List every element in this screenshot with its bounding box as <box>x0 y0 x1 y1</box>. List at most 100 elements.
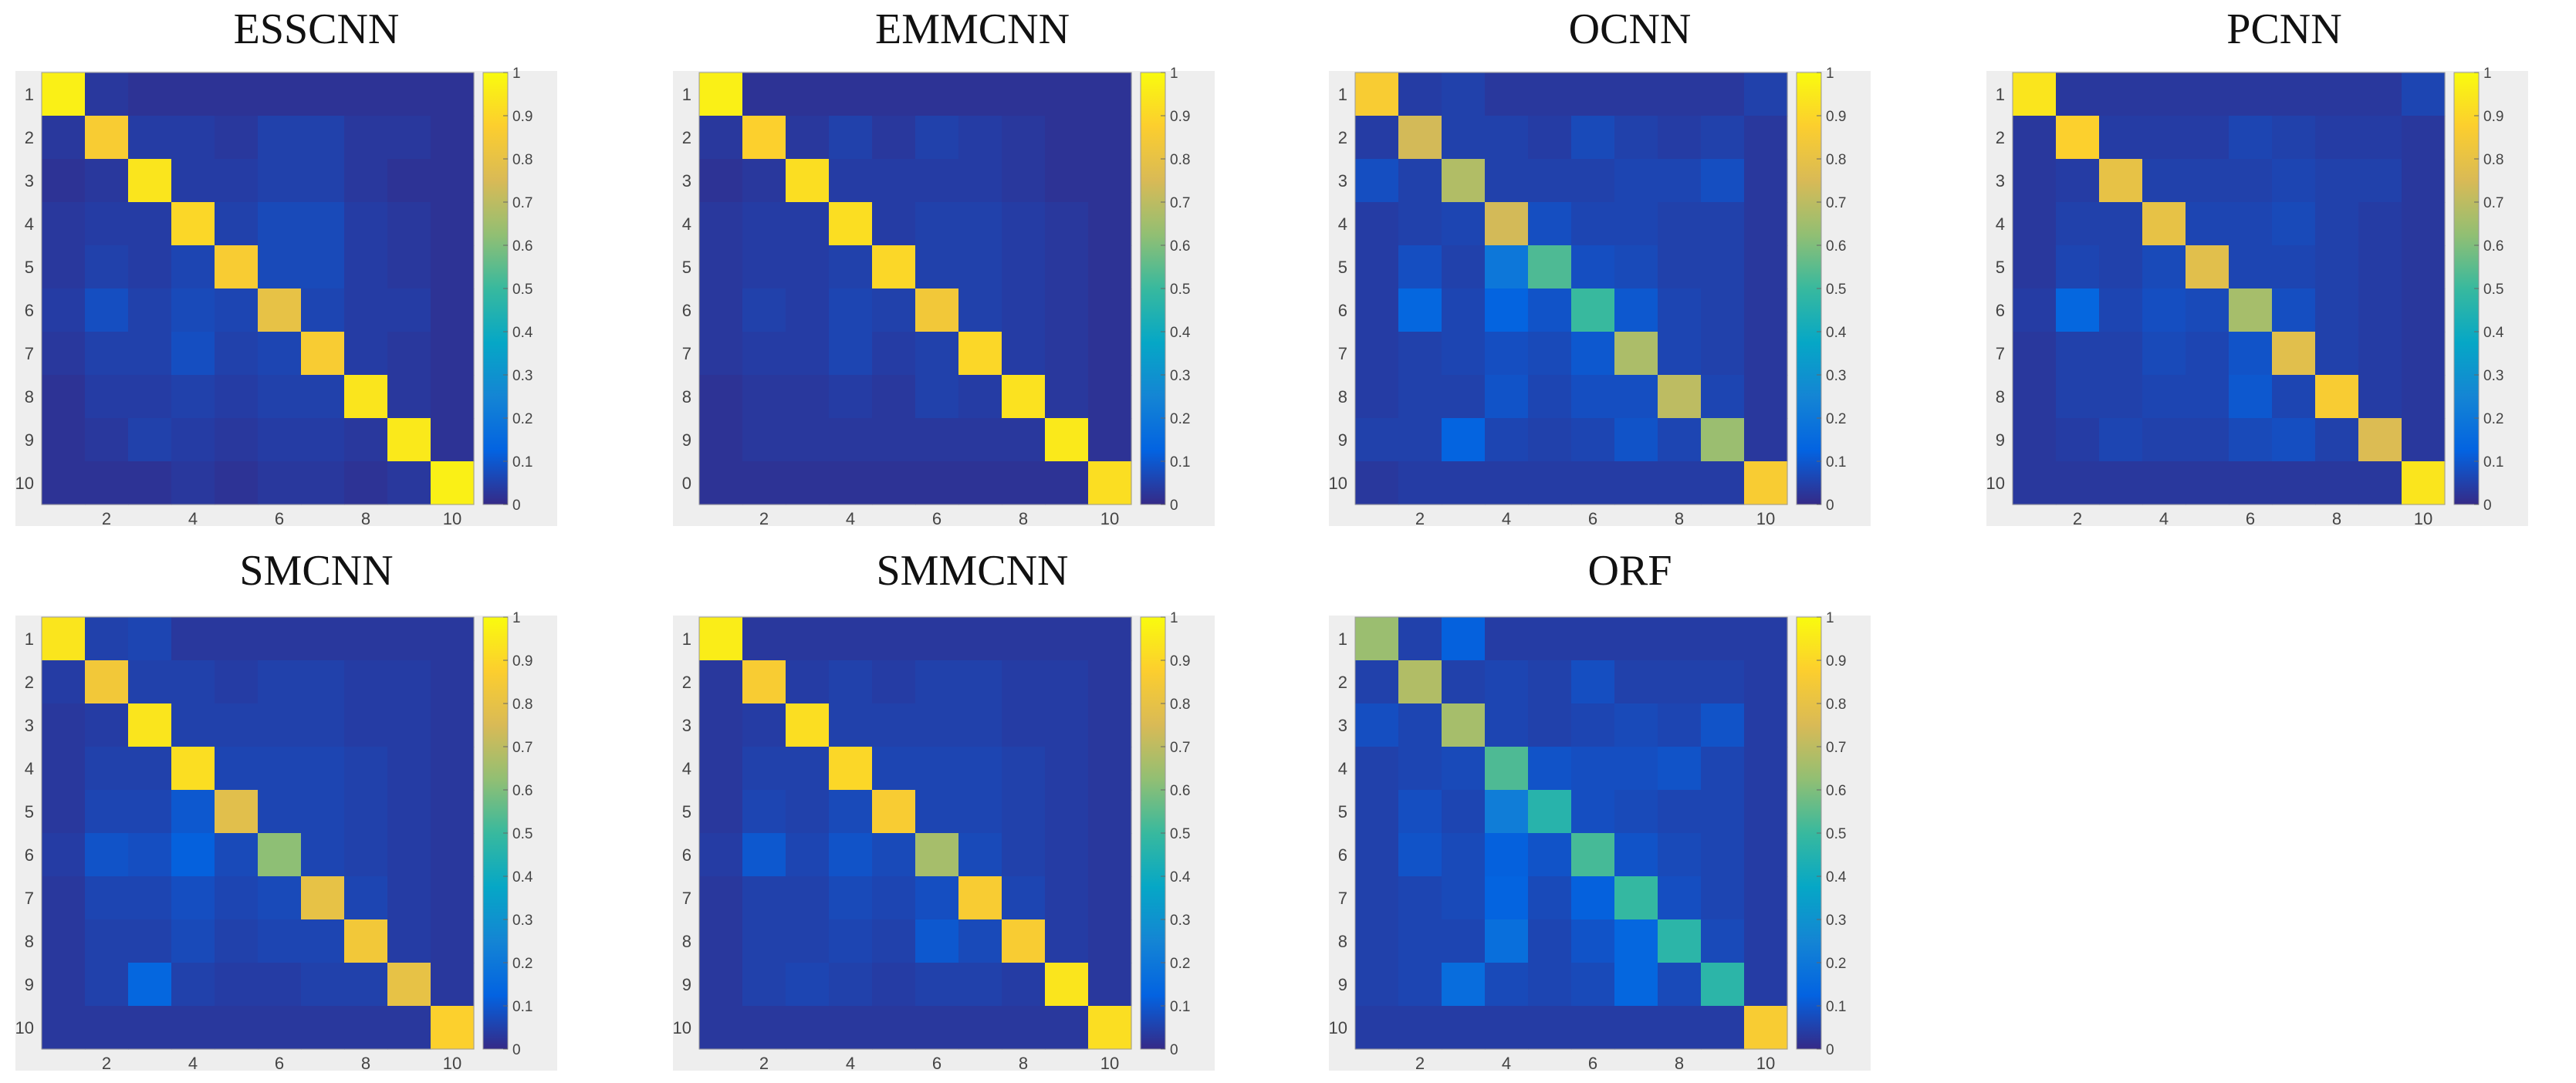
heatmap-cell <box>2099 418 2143 462</box>
y-tick-label: 10 <box>1329 1018 1347 1037</box>
heatmap-cell <box>387 73 431 116</box>
heatmap-cell <box>958 288 1002 332</box>
heatmap-cell <box>2358 202 2402 246</box>
heatmap-cell <box>42 245 86 289</box>
heatmap-cell <box>699 116 743 160</box>
heatmap-cell <box>85 245 129 289</box>
heatmap-cell <box>171 790 215 834</box>
heatmap-cell <box>1485 159 1529 203</box>
heatmap-cell <box>1614 747 1658 791</box>
heatmap-cell <box>872 202 916 246</box>
heatmap-cell <box>301 202 345 246</box>
heatmap-cell <box>1701 660 1745 704</box>
heatmap-cell <box>215 116 259 160</box>
heatmap-cell <box>699 617 743 661</box>
heatmap-cell <box>1744 833 1788 877</box>
x-tick-label: 8 <box>1019 509 1028 528</box>
x-tick-label: 4 <box>1502 1054 1511 1073</box>
heatmap-cell <box>258 332 302 376</box>
x-tick-label: 6 <box>932 1054 941 1073</box>
heatmap-cell <box>344 963 388 1007</box>
x-tick-label: 6 <box>932 509 941 528</box>
heatmap-cell <box>2056 375 2100 419</box>
heatmap-cell <box>1701 1006 1745 1050</box>
heatmap-cell <box>2142 245 2186 289</box>
heatmap-cell <box>2402 418 2446 462</box>
heatmap-cell <box>1528 703 1572 747</box>
heatmap-cell <box>258 116 302 160</box>
heatmap-cell <box>42 461 86 505</box>
heatmap-cell <box>1002 919 1046 963</box>
heatmap-cell <box>2229 116 2273 160</box>
colorbar-tick-label: 0.7 <box>1170 740 1190 756</box>
heatmap-cell <box>829 790 873 834</box>
heatmap-cell <box>1442 159 1486 203</box>
heatmap-cell <box>1398 159 1442 203</box>
y-tick-label: 4 <box>682 759 691 778</box>
heatmap-cell <box>1701 747 1745 791</box>
heatmap-cell <box>872 876 916 920</box>
x-tick-label: 6 <box>2246 509 2255 528</box>
y-tick-label: 1 <box>25 85 34 104</box>
heatmap-cell <box>2358 245 2402 289</box>
heatmap-cell <box>1045 159 1089 203</box>
heatmap-cell <box>742 703 786 747</box>
heatmap-cell <box>1744 73 1788 116</box>
heatmap-cell <box>2402 375 2446 419</box>
heatmap-cell <box>85 963 129 1007</box>
heatmap-cell <box>2315 73 2359 116</box>
heatmap-cell <box>1701 617 1745 661</box>
heatmap-cell <box>1398 660 1442 704</box>
heatmap-cell <box>301 332 345 376</box>
heatmap-cell <box>344 660 388 704</box>
heatmap-cell <box>699 660 743 704</box>
heatmap-cell <box>1701 332 1745 376</box>
heatmap-cell <box>1658 876 1702 920</box>
heatmap-cell <box>2315 418 2359 462</box>
heatmap-cell <box>915 73 959 116</box>
heatmap-cell <box>258 876 302 920</box>
colorbar-tick-label: 0.8 <box>2483 152 2503 168</box>
heatmap-cell <box>1442 375 1486 419</box>
heatmap-cell <box>258 202 302 246</box>
y-tick-label: 2 <box>682 673 691 692</box>
y-tick-label: 2 <box>682 128 691 147</box>
heatmap-cell <box>699 73 743 116</box>
heatmap-cell <box>2272 332 2316 376</box>
heatmap-cell <box>344 116 388 160</box>
heatmap-cell <box>1045 617 1089 661</box>
heatmap-cell <box>2013 418 2057 462</box>
y-tick-label: 7 <box>1996 344 2005 363</box>
heatmap-cell <box>742 245 786 289</box>
heatmap-cell <box>301 660 345 704</box>
heatmap-cell <box>215 617 259 661</box>
heatmap-cell <box>171 461 215 505</box>
heatmap-cell <box>915 919 959 963</box>
heatmap-cell <box>742 790 786 834</box>
heatmap-cell <box>1088 418 1132 462</box>
heatmap-cell <box>1398 461 1442 505</box>
heatmap-cell <box>2056 202 2100 246</box>
heatmap-cell <box>1658 1006 1702 1050</box>
heatmap-cell <box>431 660 475 704</box>
heatmap-cell <box>1658 617 1702 661</box>
heatmap-cell <box>171 202 215 246</box>
colorbar-tick-label: 0.6 <box>2483 238 2503 255</box>
heatmap-frame <box>698 616 1132 1050</box>
heatmap-cell <box>128 332 172 376</box>
heatmap-cell <box>128 660 172 704</box>
y-tick-label: 5 <box>1338 802 1347 822</box>
heatmap-cell <box>786 703 830 747</box>
heatmap-cell <box>1614 617 1658 661</box>
heatmap-cell <box>1045 288 1089 332</box>
heatmap-cell <box>171 617 215 661</box>
heatmap-cell <box>344 919 388 963</box>
heatmap-cell <box>872 73 916 116</box>
x-tick-label: 10 <box>2414 509 2432 528</box>
heatmap-cell <box>1355 159 1399 203</box>
heatmap-cell <box>1002 703 1046 747</box>
heatmap-cell <box>958 332 1002 376</box>
colorbar-tick-label: 0.8 <box>512 152 532 168</box>
y-tick-label: 9 <box>682 975 691 994</box>
heatmap-cell <box>1658 375 1702 419</box>
